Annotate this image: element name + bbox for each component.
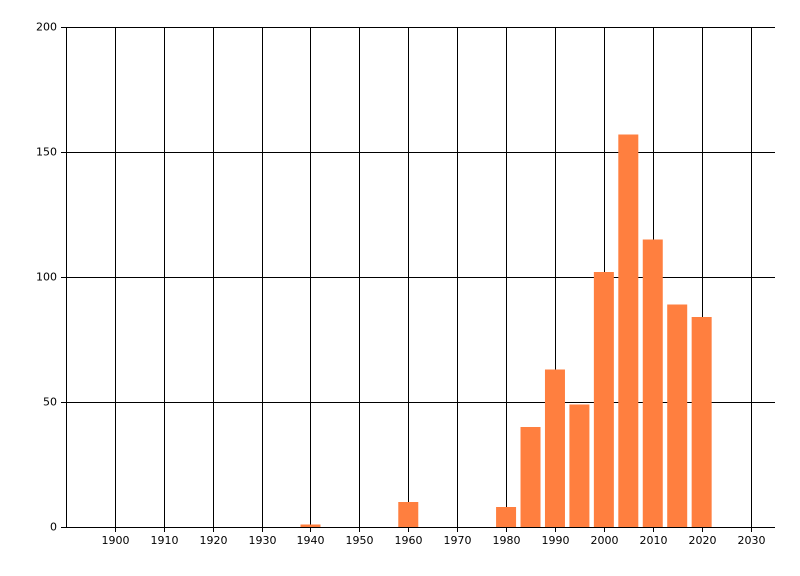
x-tick-label: 2020 — [689, 534, 717, 547]
bar — [618, 134, 639, 527]
bar — [398, 502, 419, 527]
x-tick-label: 1990 — [542, 534, 570, 547]
y-tick-label: 50 — [43, 396, 57, 409]
x-tick-label: 2030 — [738, 534, 766, 547]
bar — [520, 427, 541, 527]
x-tick-label: 1900 — [102, 534, 130, 547]
x-tick-label: 1930 — [249, 534, 277, 547]
x-tick-label: 1970 — [444, 534, 472, 547]
x-tick-label: 1960 — [395, 534, 423, 547]
y-tick-label: 150 — [36, 146, 57, 159]
bar — [642, 239, 663, 527]
bar — [544, 369, 565, 527]
x-tick-label: 1980 — [493, 534, 521, 547]
x-tick-label: 2000 — [591, 534, 619, 547]
x-tick-label: 2010 — [640, 534, 668, 547]
bar — [496, 507, 517, 527]
bar — [300, 524, 321, 527]
x-tick-label: 1950 — [346, 534, 374, 547]
bar — [691, 317, 712, 527]
x-tick-label: 1910 — [151, 534, 179, 547]
bar — [593, 272, 614, 527]
y-tick-label: 100 — [36, 271, 57, 284]
x-tick-label: 1920 — [200, 534, 228, 547]
bar — [667, 304, 688, 527]
y-tick-label: 200 — [36, 21, 57, 34]
x-tick-label: 1940 — [297, 534, 325, 547]
bar — [569, 404, 590, 527]
y-tick-label: 0 — [50, 521, 57, 534]
